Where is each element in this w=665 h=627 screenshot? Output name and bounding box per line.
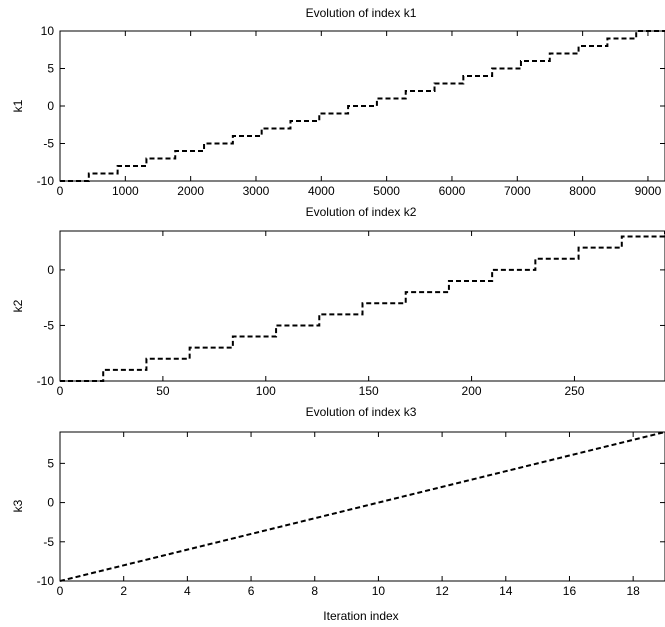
x-tick-label: 2000 <box>177 184 204 198</box>
x-tick-label: 8 <box>311 584 318 598</box>
x-tick-label: 1000 <box>112 184 139 198</box>
x-tick-label: 9000 <box>635 184 662 198</box>
subplot-k1: Evolution of index k1 k1 0 1000 2000 3000 40… <box>11 6 665 198</box>
y-tick-label: 0 <box>47 496 54 510</box>
x-axis-label-k3: Iteration index <box>323 609 398 623</box>
x-tick-label: 18 <box>626 584 640 598</box>
subplot-k2: Evolution of index k2 k2 0 50 100 150 200 250… <box>11 205 665 398</box>
x-tick-label: 0 <box>57 184 64 198</box>
x-tick-label: 8000 <box>569 184 596 198</box>
x-tick-label: 150 <box>359 384 379 398</box>
subplot-k3: Evolution of index k3 k3 Iteration index… <box>11 405 665 623</box>
y-tick-label: 0 <box>47 263 54 277</box>
x-tick-label: 3000 <box>243 184 270 198</box>
y-tick-label: -10 <box>37 374 55 388</box>
x-tick-label: 5000 <box>373 184 400 198</box>
x-tick-label: 12 <box>435 584 449 598</box>
x-tick-label: 6 <box>248 584 255 598</box>
y-tick-label: -10 <box>37 574 55 588</box>
y-tick-label: -5 <box>43 137 54 151</box>
y-tick-label: -10 <box>37 174 55 188</box>
plot-title-k2: Evolution of index k2 <box>306 205 417 219</box>
y-axis-label-k1: k1 <box>11 99 25 112</box>
plot-title-k3: Evolution of index k3 <box>306 405 417 419</box>
x-tick-label: 0 <box>57 584 64 598</box>
x-tick-label: 0 <box>57 384 64 398</box>
x-tick-label: 6000 <box>439 184 466 198</box>
x-tick-label: 7000 <box>504 184 531 198</box>
y-tick-label: 0 <box>47 99 54 113</box>
axes-box <box>59 230 665 382</box>
x-tick-label: 2 <box>120 584 127 598</box>
y-tick-label: 5 <box>47 456 54 470</box>
plot-area-k3: 0 2 4 6 8 10 12 14 16 18 -10 -5 0 5 <box>37 431 665 598</box>
y-axis-label-k3: k3 <box>11 499 25 512</box>
x-tick-label: 16 <box>563 584 577 598</box>
x-tick-label: 200 <box>462 384 482 398</box>
x-tick-label: 100 <box>256 384 276 398</box>
x-tick-label: 4000 <box>308 184 335 198</box>
y-axis-label-k2: k2 <box>11 299 25 312</box>
y-tick-label: -5 <box>43 318 54 332</box>
series-line-k1 <box>60 30 665 182</box>
plot-title-k1: Evolution of index k1 <box>306 6 417 20</box>
axes-box <box>59 431 665 582</box>
y-tick-label: 10 <box>41 24 55 38</box>
series-line-k2 <box>60 231 665 382</box>
plot-area-k1: 0 1000 2000 3000 4000 5000 6000 7000 8000 9000 -10… <box>37 24 665 198</box>
y-tick-label: 5 <box>47 62 54 76</box>
x-tick-label: 14 <box>499 584 513 598</box>
y-tick-label: -5 <box>43 535 54 549</box>
x-tick-label: 10 <box>372 584 386 598</box>
x-tick-label: 50 <box>156 384 170 398</box>
x-tick-label: 4 <box>184 584 191 598</box>
plot-area-k2: 0 50 100 150 200 250 -10 -5 0 <box>37 230 665 398</box>
x-tick-label: 250 <box>564 384 584 398</box>
